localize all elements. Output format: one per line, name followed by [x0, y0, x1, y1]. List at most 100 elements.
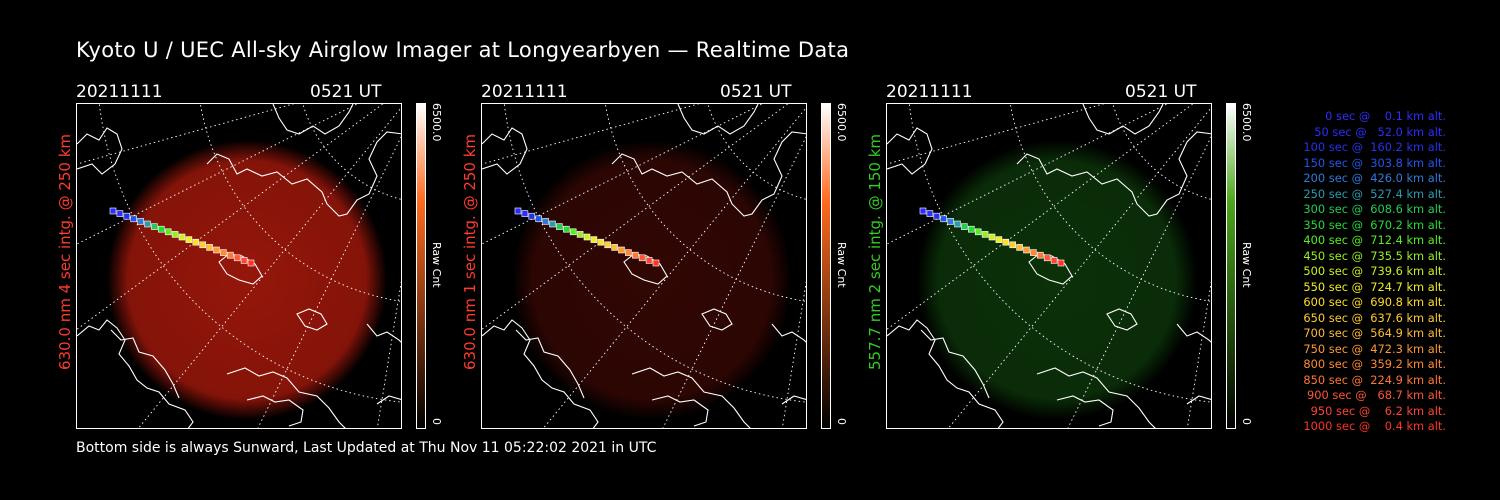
trajectory-dot [233, 254, 241, 262]
airglow-disk [917, 140, 1197, 420]
trajectory-dot [521, 210, 529, 217]
panel-3-cbar-min: 0 [1240, 418, 1253, 425]
trajectory-dot [947, 218, 954, 225]
trajectory-dot [556, 223, 563, 230]
trajectory-dot [618, 246, 625, 254]
panel-3-cbar-max: 6500.0 [1240, 103, 1253, 142]
panel-1-map [77, 104, 401, 428]
trajectory-dot [109, 207, 117, 215]
panel-1-colorbar [416, 103, 426, 429]
legend-entry: 0 sec @ 0.1 km alt. [1314, 109, 1446, 123]
panel-2-date: 20211111 [481, 82, 568, 102]
trajectory-dot [597, 238, 605, 246]
trajectory-dot [528, 212, 536, 220]
trajectory-dot [590, 236, 598, 243]
trajectory-dot [995, 236, 1003, 243]
trajectory-dot [988, 233, 996, 241]
trajectory-dot [213, 246, 220, 254]
panel-2-filter-label: 630.0 nm 1 sec intg. @ 250 km [461, 133, 479, 370]
legend-entry: 700 sec @ 564.9 km alt. [1299, 326, 1446, 340]
trajectory-dot [549, 220, 556, 228]
legend-entry: 350 sec @ 670.2 km alt. [1299, 217, 1446, 232]
legend-entry: 250 sec @ 527.4 km alt. [1299, 186, 1446, 201]
panel-3-filter-label: 557.7 nm 2 sec intg. @ 150 km [866, 133, 884, 370]
legend-entry: 950 sec @ 6.2 km alt. [1307, 403, 1446, 418]
panel-1-cbar-max: 6500.0 [430, 103, 443, 142]
panel-1-cbar-unit: Raw Cnt [430, 242, 443, 288]
trajectory-dot [206, 244, 213, 251]
trajectory-dot [514, 207, 522, 215]
trajectory-dot [1037, 251, 1044, 259]
trajectory-dot [652, 259, 660, 267]
trajectory-dot [171, 231, 179, 238]
trajectory-dot [164, 228, 172, 236]
trajectory-dot [178, 233, 186, 241]
trajectory-dot [968, 225, 975, 233]
trajectory-dot [144, 220, 151, 228]
trajectory-dot [576, 231, 584, 238]
trajectory-dot [247, 259, 255, 267]
trajectory-dot [981, 231, 989, 238]
trajectory-dot [199, 241, 206, 249]
legend-entry: 850 sec @ 224.9 km alt. [1299, 372, 1446, 387]
trajectory-dot [583, 233, 591, 241]
legend-entry: 50 sec @ 52.0 km alt. [1307, 124, 1446, 139]
panel-3-image [886, 103, 1212, 429]
panel-3-cbar-unit: Raw Cnt [1240, 242, 1253, 288]
legend-entry: 100 sec @ 160.2 km alt. [1299, 140, 1446, 154]
legend-entry: 1000 sec @ 0.4 km alt. [1303, 419, 1446, 433]
trajectory-dot [632, 251, 639, 259]
trajectory-dot [569, 228, 577, 236]
trajectory-dot [926, 210, 934, 217]
legend-entry: 750 sec @ 472.3 km alt. [1299, 341, 1446, 356]
panel-1-date: 20211111 [76, 82, 163, 102]
trajectory-dot [158, 225, 165, 233]
legend-entry: 900 sec @ 68.7 km alt. [1303, 388, 1446, 402]
trajectory-dot [611, 244, 618, 251]
panel-1-cbar-min: 0 [430, 418, 443, 425]
trajectory-dot [227, 251, 234, 259]
panel-2-cbar-min: 0 [835, 418, 848, 425]
trajectory-dot [954, 220, 961, 228]
panel-1-time: 0521 UT [310, 82, 382, 102]
panel-3-time: 0521 UT [1125, 82, 1197, 102]
trajectory-dot [961, 223, 968, 230]
legend-entry: 300 sec @ 608.6 km alt. [1299, 202, 1446, 216]
panel-2-cbar-max: 6500.0 [835, 103, 848, 142]
panel-2-colorbar [821, 103, 831, 429]
legend-entry: 150 sec @ 303.8 km alt. [1299, 155, 1446, 170]
panel-3-colorbar [1226, 103, 1236, 429]
trajectory-dot [563, 225, 570, 233]
trajectory-dot [1030, 249, 1037, 256]
trajectory-dot [940, 215, 948, 223]
legend-entry: 600 sec @ 690.8 km alt. [1299, 295, 1446, 309]
panel-1-image [76, 103, 402, 429]
trajectory-dot [220, 249, 227, 256]
footer-note: Bottom side is always Sunward, Last Upda… [76, 440, 657, 456]
trajectory-dot [535, 215, 543, 223]
trajectory-dot [638, 254, 646, 262]
trajectory-dot [192, 238, 200, 246]
page-title: Kyoto U / UEC All-sky Airglow Imager at … [76, 38, 850, 62]
legend-entry: 400 sec @ 712.4 km alt. [1299, 233, 1446, 247]
trajectory-dot [130, 215, 138, 223]
legend-entry: 550 sec @ 724.7 km alt. [1299, 279, 1446, 294]
panel-3-date: 20211111 [886, 82, 973, 102]
trajectory-dot [240, 257, 248, 264]
legend-entry: 800 sec @ 359.2 km alt. [1299, 357, 1446, 371]
trajectory-dot [604, 241, 611, 249]
panel-2-cbar-unit: Raw Cnt [835, 242, 848, 288]
trajectory-dot [919, 207, 927, 215]
trajectory-dot [116, 210, 124, 217]
panel-1-filter-label: 630.0 nm 4 sec intg. @ 250 km [56, 133, 74, 370]
trajectory-legend: 0 sec @ 0.1 km alt. 50 sec @ 52.0 km alt… [1262, 109, 1446, 435]
trajectory-dot [1043, 254, 1051, 262]
trajectory-dot [1002, 238, 1010, 246]
trajectory-dot [645, 257, 653, 264]
airglow-disk [512, 140, 792, 420]
trajectory-dot [1023, 246, 1030, 254]
trajectory-dot [151, 223, 158, 230]
trajectory-dot [1016, 244, 1023, 251]
trajectory-dot [1050, 257, 1058, 264]
trajectory-dot [933, 212, 941, 220]
